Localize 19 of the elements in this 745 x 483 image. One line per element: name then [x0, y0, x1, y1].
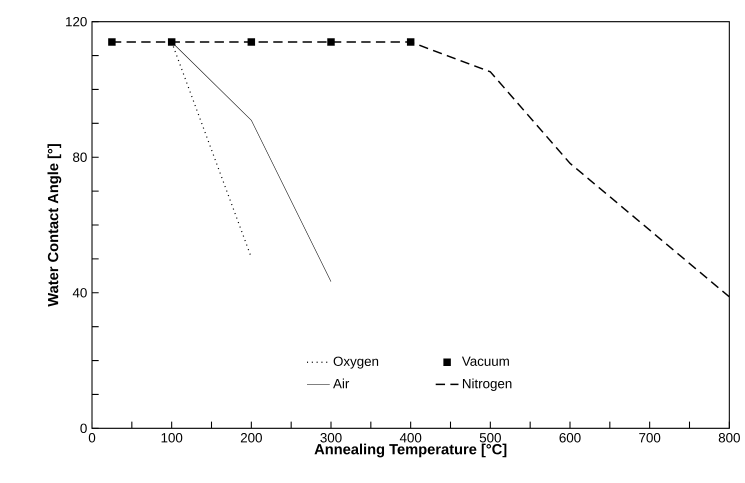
legend-label: Air — [333, 378, 350, 388]
x-tick-label: 600 — [560, 433, 581, 442]
y-axis-title: Water Contact Angle [°] — [47, 144, 62, 307]
x-tick-label: 0 — [88, 433, 96, 442]
x-axis-title: Annealing Temperature [°C] — [314, 444, 506, 458]
x-tick-label: 200 — [240, 433, 262, 442]
y-tick-label: 80 — [73, 152, 87, 162]
y-tick-label: 120 — [66, 16, 87, 26]
legend-label: Vacuum — [462, 356, 509, 366]
x-tick-label: 100 — [162, 433, 182, 442]
legend-label: Oxygen — [334, 356, 378, 369]
legend-label: Nitrogen — [462, 378, 512, 391]
y-tick-label: 0 — [80, 424, 87, 434]
x-tick-label: 800 — [718, 433, 740, 442]
x-tick-label: 300 — [320, 433, 342, 442]
x-tick-label: 500 — [480, 433, 501, 442]
y-tick-label: 40 — [72, 288, 87, 298]
x-tick-label: 400 — [400, 433, 422, 442]
x-tick-label: 700 — [639, 433, 660, 442]
